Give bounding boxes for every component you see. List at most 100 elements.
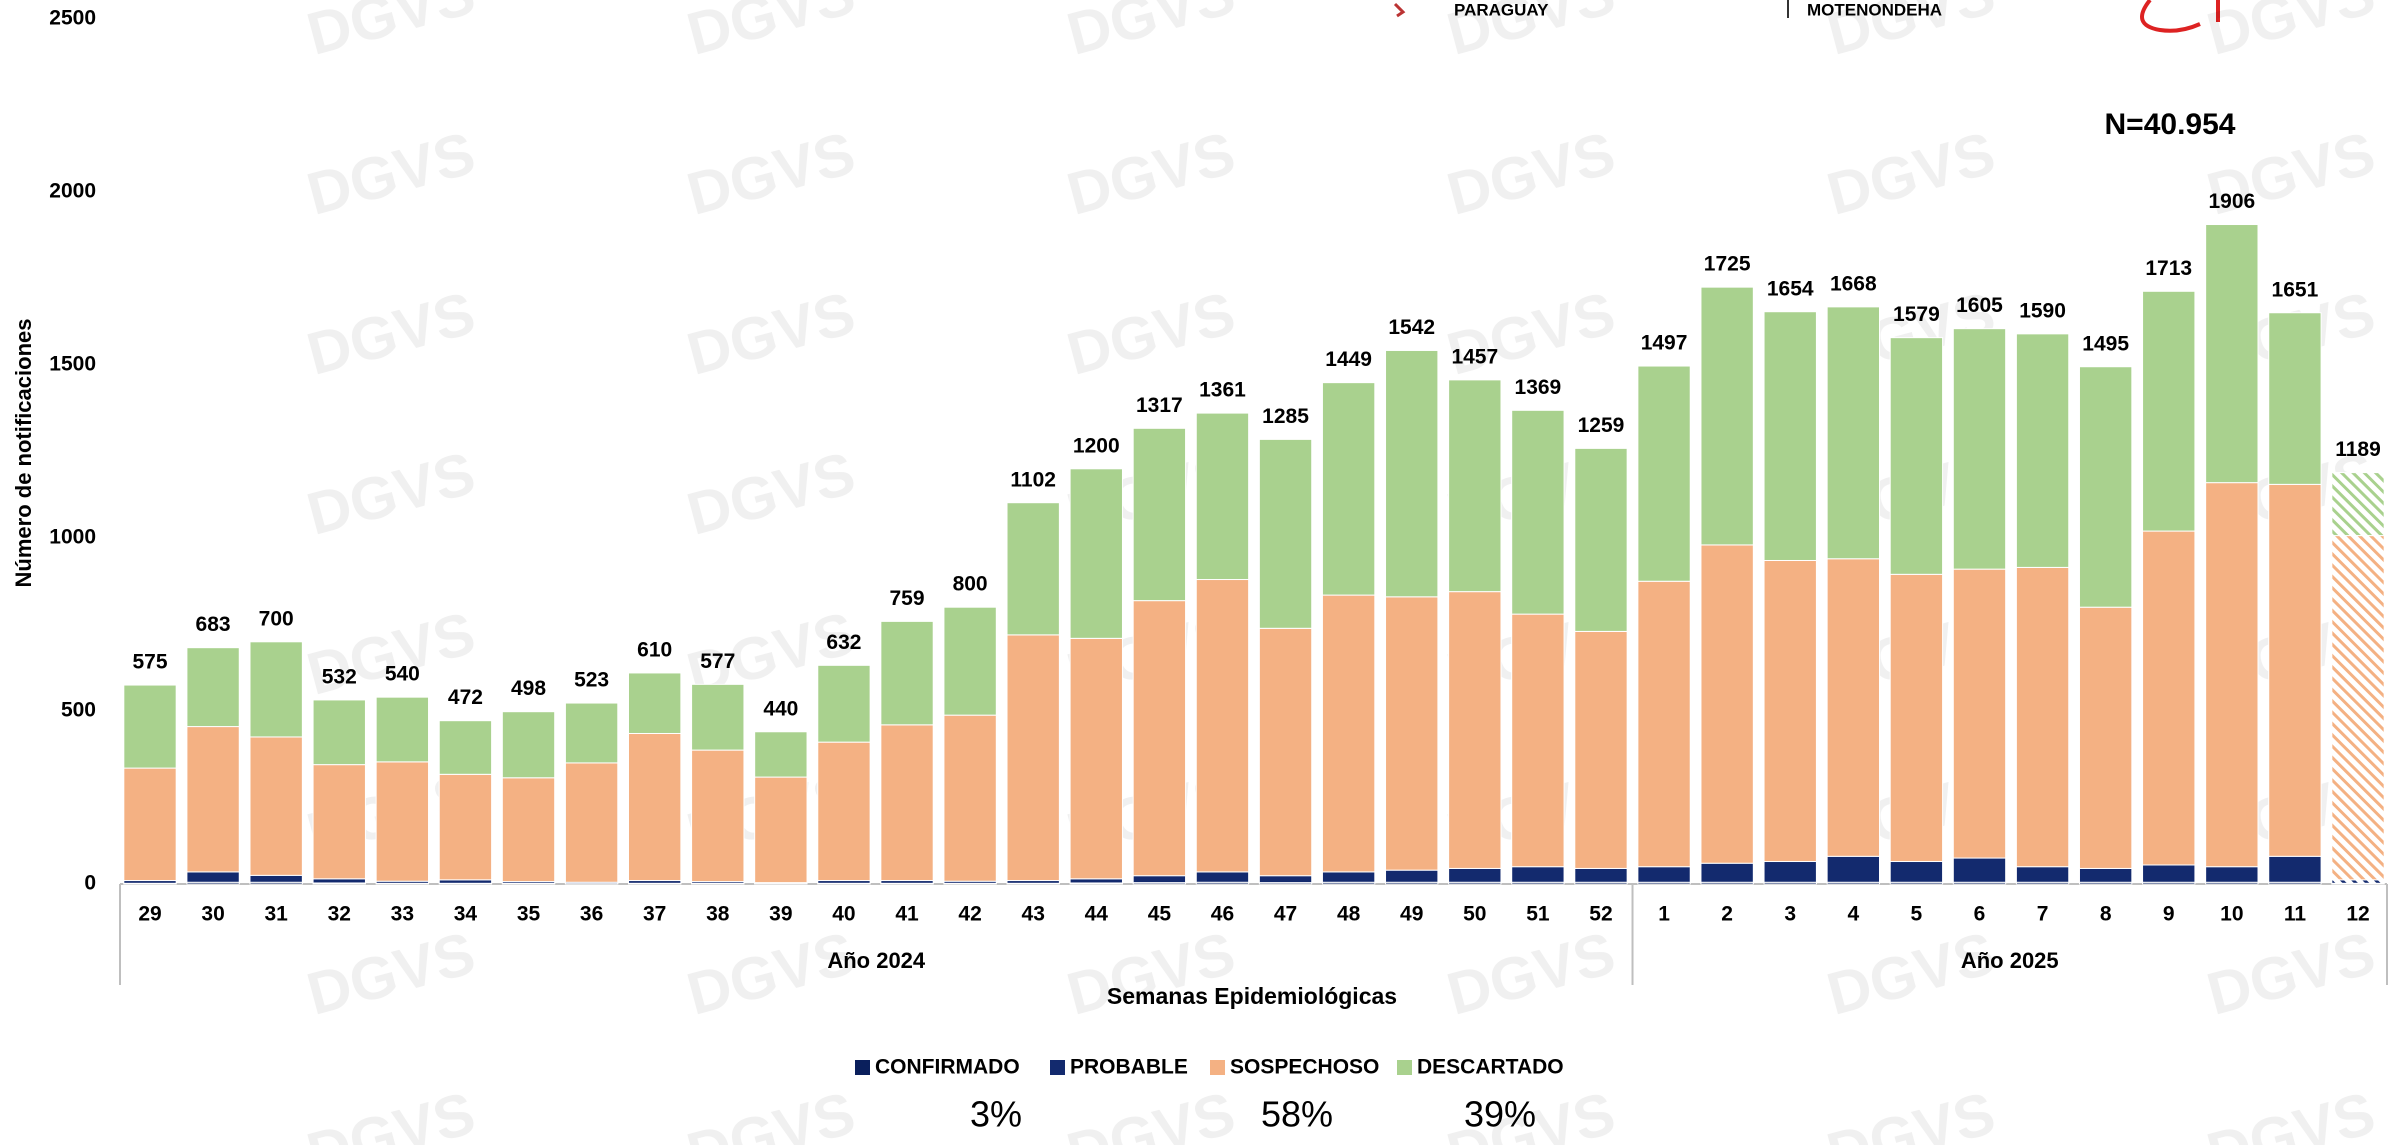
x-tick-label: 38 (706, 903, 730, 926)
legend-swatch (1210, 1060, 1225, 1075)
share-label: 58% (1261, 1094, 1333, 1135)
total-label: 632 (826, 631, 861, 654)
watermark: DGVS (1060, 279, 1242, 388)
total-label: 1605 (1956, 294, 2003, 317)
x-tick-label: 42 (958, 903, 981, 926)
legend-swatch (1397, 1060, 1412, 1075)
bar-segment (1763, 861, 1817, 883)
bar-segment (2268, 312, 2322, 485)
total-label: 1713 (2145, 257, 2192, 280)
bar-segment (1321, 382, 1376, 596)
watermark: DGVS (300, 439, 482, 548)
watermark: DGVS (1440, 119, 1622, 228)
watermark: DGVS (680, 0, 862, 68)
x-tick-label: 35 (517, 903, 541, 926)
x-tick-label: 47 (1274, 903, 1297, 926)
bar-segment (1511, 866, 1565, 883)
bar-segment (123, 767, 177, 882)
total-label: 1259 (1578, 414, 1625, 437)
watermark: DGVS (1060, 1079, 1242, 1145)
bar-segment (2268, 855, 2322, 883)
bar-segment (1574, 447, 1628, 632)
total-label: 540 (385, 663, 420, 686)
bar-segment (312, 764, 366, 880)
x-tick-label: 30 (201, 903, 224, 926)
bar-segment (2142, 290, 2196, 532)
bar-segment (312, 699, 366, 766)
total-label: 1369 (1515, 376, 1562, 399)
x-tick-label: 49 (1400, 903, 1423, 926)
x-tick-label: 3 (1784, 903, 1796, 926)
x-tick-label: 44 (1085, 903, 1109, 926)
x-axis-title: Semanas Epidemiológicas (1107, 983, 1397, 1009)
watermark: DGVS (300, 0, 482, 68)
bar-segment (1195, 412, 1250, 581)
bar-segment (123, 684, 177, 769)
bar-segment (501, 711, 556, 779)
bar-segment (1763, 311, 1817, 561)
bar-segment (2078, 606, 2133, 869)
x-tick-label: 48 (1337, 903, 1361, 926)
watermark: DGVS (1440, 279, 1622, 388)
watermark: DGVS (680, 439, 862, 548)
watermark: DGVS (1820, 919, 2002, 1028)
group-label: Año 2025 (1961, 948, 2059, 973)
x-tick-label: 43 (1022, 903, 1045, 926)
bar-segment (1700, 862, 1754, 883)
total-label: 1542 (1388, 316, 1435, 339)
bar-segment (2268, 483, 2322, 857)
bar-segment (943, 714, 997, 882)
bar-segment (817, 664, 871, 743)
bar-segment (1574, 867, 1628, 883)
y-tick-label: 1000 (49, 526, 96, 549)
bar-segment (754, 776, 808, 884)
bar-segment (880, 620, 934, 726)
legend-label: PROBABLE (1070, 1056, 1188, 1079)
bar-segment (1195, 871, 1250, 883)
x-tick-label: 7 (2037, 903, 2049, 926)
total-label: 1285 (1262, 405, 1309, 428)
x-tick-label: 29 (138, 903, 161, 926)
bar-segment (628, 672, 682, 734)
total-label: 1668 (1830, 272, 1877, 295)
bar-segment (249, 641, 303, 738)
watermark: DGVS (680, 919, 862, 1028)
bar-segment (438, 879, 493, 884)
x-tick-label: 33 (391, 903, 414, 926)
group-label: Año 2024 (827, 948, 926, 973)
bar-segment (2078, 867, 2133, 883)
bar-segment (1637, 866, 1691, 883)
logo (2140, 0, 2220, 33)
bar-segment (312, 878, 366, 884)
bar-segment (1889, 861, 1944, 883)
bar-segment (1069, 637, 1123, 880)
x-tick-label: 12 (2346, 903, 2369, 926)
bar-segment (375, 761, 430, 882)
bar-segment (1889, 337, 1944, 575)
bar-segment (1952, 328, 2007, 570)
bar-segment (2142, 864, 2196, 883)
x-tick-label: 37 (643, 903, 666, 926)
total-label: 1361 (1199, 379, 1246, 402)
bar-segment (1511, 613, 1565, 868)
bar-segment (501, 777, 556, 883)
watermark: DGVS (680, 279, 862, 388)
total-label: 1200 (1073, 434, 1120, 457)
bar-segment (2205, 866, 2259, 883)
total-label: 472 (448, 686, 483, 709)
total-label: 759 (890, 587, 925, 610)
bar-segment (1952, 568, 2007, 859)
legend-label: CONFIRMADO (875, 1056, 1020, 1079)
total-label: 1495 (2082, 332, 2129, 355)
legend-label: SOSPECHOSO (1230, 1056, 1379, 1079)
bar-segment (186, 647, 240, 728)
total-label: 532 (322, 665, 357, 688)
legend-swatch (855, 1060, 870, 1075)
x-tick-label: 31 (264, 903, 288, 926)
x-tick-label: 11 (2284, 903, 2307, 926)
x-tick-label: 1 (1658, 903, 1670, 926)
x-tick-label: 8 (2100, 903, 2112, 926)
total-label: 1906 (2208, 190, 2255, 213)
total-label: 498 (511, 677, 546, 700)
total-label: 1449 (1325, 348, 1372, 371)
